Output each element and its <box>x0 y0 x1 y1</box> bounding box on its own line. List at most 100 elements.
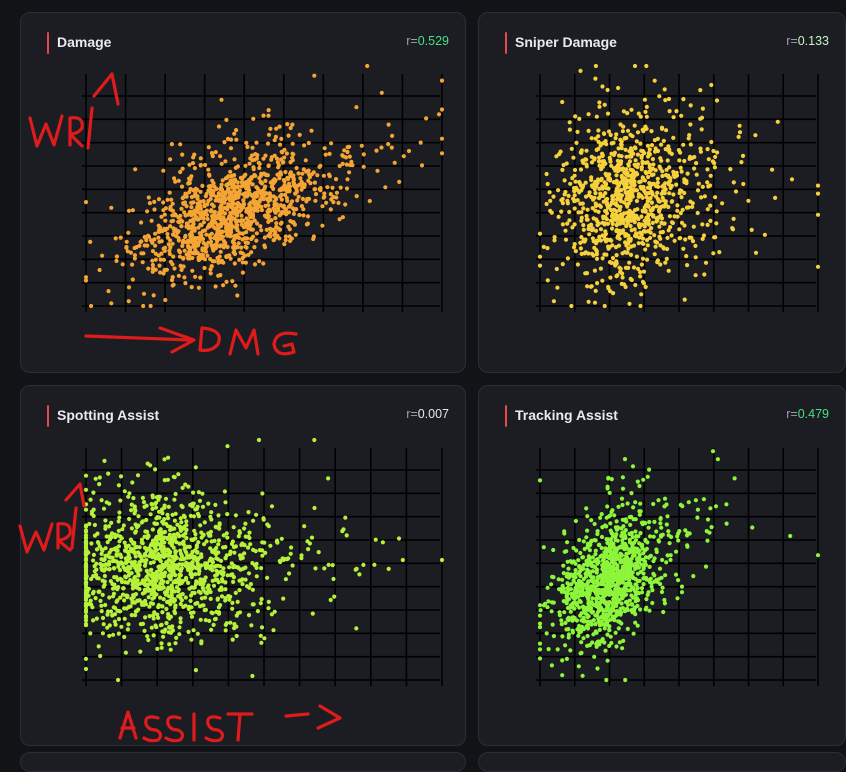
scatter-point <box>244 209 249 214</box>
scatter-point <box>596 139 601 144</box>
scatter-point <box>605 590 610 596</box>
scatter-point <box>261 156 266 161</box>
scatter-point <box>668 225 673 230</box>
scatter-point <box>639 165 645 170</box>
scatter-point <box>598 554 603 559</box>
scatter-point <box>679 584 685 589</box>
scatter-point <box>607 155 612 160</box>
scatter-point <box>230 185 235 190</box>
scatter-point <box>659 216 665 221</box>
scatter-point <box>676 578 681 583</box>
scatter-point <box>259 228 264 233</box>
scatter-point <box>577 537 582 543</box>
scatter-point <box>636 111 641 116</box>
scatter-point <box>674 549 679 554</box>
scatter-point <box>647 467 652 472</box>
scatter-point <box>571 605 576 610</box>
scatter-point <box>610 508 615 513</box>
scatter-point <box>624 562 630 567</box>
scatter-point <box>605 614 611 619</box>
scatter-point-outlier <box>361 164 366 169</box>
scatter-point <box>656 539 662 544</box>
scatter-point <box>670 199 675 204</box>
scatter-point <box>191 242 196 248</box>
scatter-point <box>240 218 246 223</box>
scatter-point <box>302 143 307 148</box>
scatter-point <box>789 177 795 182</box>
scatter-point <box>749 227 754 232</box>
scatter-point <box>218 207 223 212</box>
scatter-point <box>192 209 197 215</box>
scatter-point <box>624 154 629 159</box>
scatter-point <box>674 182 679 187</box>
scatter-point <box>639 292 644 297</box>
scatter-point <box>235 204 240 209</box>
scatter-point <box>695 507 701 512</box>
scatter-point <box>628 588 633 593</box>
scatter-point <box>746 198 751 203</box>
scatter-point <box>97 267 102 273</box>
scatter-point <box>168 238 173 243</box>
scatter-point <box>374 148 379 153</box>
scatter-point <box>106 289 111 294</box>
scatter-point <box>711 148 716 154</box>
scatter-point <box>622 457 628 462</box>
scatter-point <box>150 249 156 254</box>
scatter-point <box>254 140 259 145</box>
scatter-point <box>303 158 308 163</box>
scatter-point <box>153 267 158 272</box>
scatter-point <box>130 262 135 267</box>
scatter-point <box>198 189 203 194</box>
card-title: Spotting Assist <box>47 405 159 427</box>
scatter-point <box>628 146 634 151</box>
scatter-point <box>566 582 572 587</box>
scatter-point <box>585 624 590 630</box>
scatter-point <box>640 542 645 547</box>
scatter-point <box>561 162 566 168</box>
scatter-point <box>609 238 614 243</box>
scatter-point <box>590 563 595 569</box>
scatter-point <box>576 558 581 563</box>
scatter-point <box>361 152 366 157</box>
scatter-point <box>560 577 565 582</box>
scatter-point <box>637 483 642 489</box>
scatter-point <box>640 161 645 166</box>
card-title: Damage <box>47 32 112 54</box>
scatter-point <box>573 568 578 573</box>
scatter-point <box>632 220 637 225</box>
scatter-point <box>629 530 634 535</box>
scatter-point <box>189 174 194 179</box>
scatter-point <box>648 208 653 213</box>
scatter-point <box>599 534 605 540</box>
scatter-point <box>130 208 135 213</box>
scatter-point <box>658 521 663 526</box>
scatter-point <box>296 171 301 176</box>
correlation-value: 0.133 <box>797 34 829 48</box>
scatter-point <box>604 211 610 216</box>
scatter-point <box>537 625 543 630</box>
scatter-point <box>179 206 184 211</box>
scatter-point <box>563 237 569 242</box>
scatter-point <box>650 157 656 162</box>
scatter-point <box>646 212 651 217</box>
scatter-point <box>629 107 634 112</box>
scatter-point <box>157 263 162 268</box>
scatter-point <box>620 486 626 491</box>
scatter-point <box>232 131 237 136</box>
card-title-text: Damage <box>57 34 112 50</box>
scatter-point <box>579 650 584 656</box>
scatter-point <box>568 181 573 186</box>
scatter-point-outlier <box>788 533 793 539</box>
scatter-point <box>664 560 669 565</box>
scatter-point <box>560 222 566 227</box>
scatter-point <box>634 139 639 144</box>
scatter-point <box>230 198 235 203</box>
scatter-point <box>682 158 687 164</box>
scatter-point <box>157 239 162 244</box>
scatter-point <box>750 525 755 530</box>
scatter-point <box>672 214 677 219</box>
scatter-point <box>284 151 289 156</box>
scatter-point <box>576 571 581 576</box>
scatter-point <box>190 218 195 223</box>
